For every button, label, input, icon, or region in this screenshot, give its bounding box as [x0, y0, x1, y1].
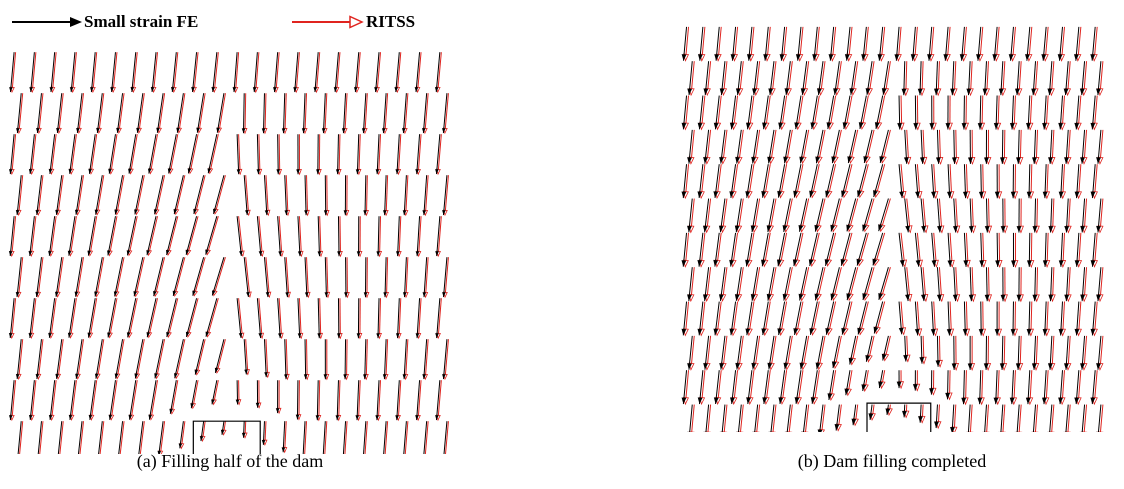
- caption-panel-b: (b) Dam filling completed: [797, 451, 987, 471]
- red-hollow-arrow-legend-icon: [292, 15, 364, 29]
- vector-field-arrows: [8, 52, 449, 454]
- black-arrow-legend-icon: [12, 17, 82, 27]
- vector-field-panel-b: [681, 26, 1104, 432]
- vector-field-panel-a: [8, 52, 449, 454]
- legend-small-strain-fe: Small strain FE: [12, 10, 198, 34]
- legend-label-fe: Small strain FE: [84, 12, 199, 31]
- legend-label-ritss: RITSS: [366, 12, 416, 31]
- caption-panel-a: (a) Filling half of the dam: [136, 451, 324, 471]
- vector-field-arrows: [681, 26, 1104, 432]
- legend-ritss: RITSS: [292, 10, 415, 34]
